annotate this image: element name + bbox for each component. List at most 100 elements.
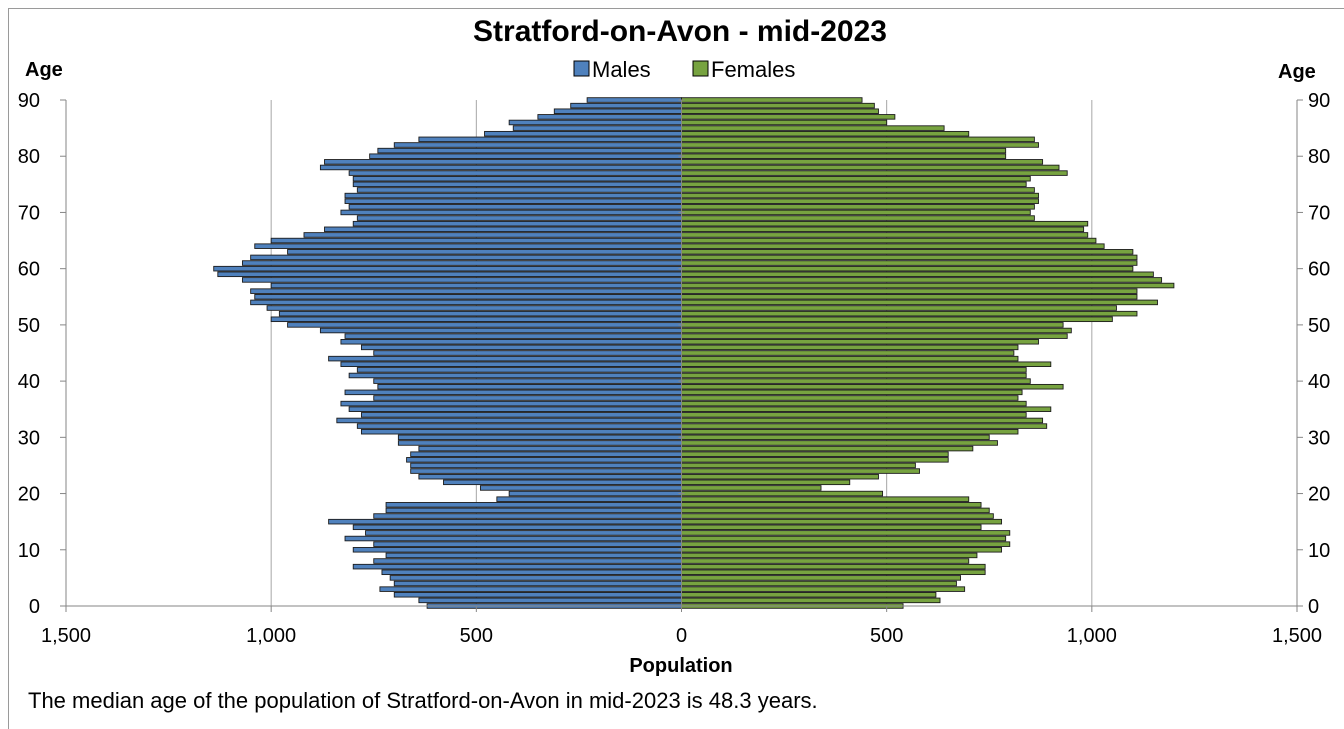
- female-bar: [681, 563, 986, 570]
- female-bar: [681, 400, 1027, 407]
- female-bar: [681, 513, 994, 519]
- male-bar: [356, 367, 682, 373]
- male-bar: [381, 569, 682, 576]
- male-bar: [508, 119, 682, 126]
- male-bar: [393, 592, 682, 598]
- male-bar: [410, 468, 682, 474]
- male-bar: [352, 175, 682, 182]
- legend-males-label: Males: [592, 57, 651, 82]
- male-bar: [379, 586, 682, 592]
- right-y-tick-label: 60: [1308, 259, 1330, 281]
- male-bar: [319, 327, 682, 334]
- female-bar: [681, 232, 1089, 238]
- male-bar: [377, 147, 682, 154]
- legend-females-swatch: [692, 60, 709, 77]
- right-y-tick-labels: 0 10 20 30 40 50 60 70 80 90: [1308, 90, 1330, 618]
- male-bar: [356, 187, 682, 193]
- female-bar: [681, 575, 961, 581]
- male-bar: [270, 282, 682, 289]
- left-y-tick-label: 80: [18, 146, 40, 168]
- male-bar: [340, 361, 682, 367]
- female-bar: [681, 282, 1175, 289]
- female-bar: [681, 524, 982, 531]
- male-bar: [406, 457, 682, 463]
- x-tick-labels: 1,500 1,000 500 0 500 1,000 1,500: [41, 625, 1322, 647]
- male-bar: [373, 541, 682, 547]
- male-bar: [270, 237, 682, 244]
- female-bar: [681, 142, 1039, 148]
- male-bar: [352, 220, 682, 227]
- male-bar: [393, 580, 682, 587]
- male-bar: [410, 462, 682, 469]
- male-bar: [385, 507, 682, 514]
- female-bar: [681, 243, 1105, 249]
- female-bar: [681, 237, 1097, 244]
- left-y-tick-label: 70: [18, 202, 40, 224]
- male-bar: [348, 170, 682, 176]
- male-bar: [360, 344, 682, 351]
- female-bar: [681, 502, 982, 508]
- female-bar: [681, 198, 1039, 204]
- axes: [60, 99, 1303, 612]
- male-bar: [344, 333, 682, 339]
- female-bar: [681, 417, 1044, 424]
- female-bars: [681, 97, 1175, 609]
- male-bar: [484, 130, 682, 137]
- male-bar: [352, 181, 682, 188]
- x-tick-label: 1,500: [41, 625, 91, 647]
- x-tick-label: 1,000: [1067, 625, 1117, 647]
- male-bar: [496, 496, 682, 502]
- female-bar: [681, 541, 1011, 547]
- right-y-tick-label: 70: [1308, 202, 1330, 224]
- female-bar: [681, 361, 1052, 367]
- male-bar: [512, 125, 682, 131]
- left-y-tick-label: 0: [29, 596, 40, 618]
- male-bar: [287, 322, 682, 328]
- female-bar: [681, 383, 1064, 390]
- male-bar: [373, 378, 682, 384]
- male-bar: [508, 490, 682, 497]
- right-y-tick-label: 90: [1308, 90, 1330, 112]
- female-bar: [681, 490, 884, 497]
- female-bar: [681, 518, 1003, 525]
- female-bar: [681, 108, 879, 114]
- male-bar: [418, 473, 682, 480]
- male-bar: [397, 440, 682, 446]
- female-bar: [681, 327, 1072, 334]
- female-bar: [681, 451, 949, 457]
- male-bar: [570, 102, 682, 109]
- x-tick-label: 500: [870, 625, 903, 647]
- male-bar: [393, 142, 682, 148]
- female-bar: [681, 175, 1031, 182]
- female-bar: [681, 181, 1027, 188]
- right-y-tick-label: 20: [1308, 484, 1330, 506]
- male-bar: [324, 159, 682, 165]
- female-bar: [681, 277, 1163, 283]
- female-bar: [681, 305, 1117, 311]
- male-bar: [352, 524, 682, 531]
- female-bar: [681, 159, 1044, 165]
- right-y-tick-label: 40: [1308, 371, 1330, 393]
- male-bar: [344, 198, 682, 204]
- x-tick-label: 1,500: [1272, 625, 1322, 647]
- male-bar: [287, 249, 682, 255]
- left-y-tick-label: 40: [18, 371, 40, 393]
- female-bar: [681, 119, 888, 126]
- female-bar: [681, 350, 1015, 356]
- female-bar: [681, 310, 1138, 317]
- male-bar: [266, 305, 682, 311]
- right-y-tick-label: 50: [1308, 315, 1330, 337]
- male-bar: [352, 547, 682, 553]
- female-bar: [681, 406, 1052, 412]
- female-bar: [681, 445, 974, 452]
- left-axis-title: Age: [25, 59, 63, 81]
- male-bar: [250, 288, 682, 294]
- male-bar: [344, 389, 682, 396]
- male-bar: [369, 153, 682, 159]
- right-axis-title: Age: [1278, 61, 1316, 83]
- male-bar: [250, 299, 682, 306]
- female-bar: [681, 220, 1089, 227]
- male-bar: [319, 164, 682, 171]
- male-bar: [213, 265, 682, 272]
